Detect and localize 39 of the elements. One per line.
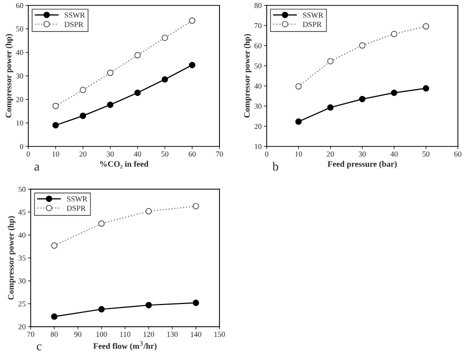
point (51, 242, 58, 249)
point (107, 70, 114, 76)
point (134, 52, 141, 58)
x-axis-title: %CO₂ in feed (100, 160, 148, 168)
point (390, 90, 398, 96)
point (162, 34, 168, 41)
y-axis-title: Compressor power (hp) (5, 34, 14, 118)
point (192, 202, 200, 210)
point (134, 90, 141, 96)
point (98, 220, 105, 227)
point (422, 23, 430, 30)
point (188, 17, 196, 24)
point (359, 96, 366, 102)
point (188, 62, 196, 68)
point (80, 112, 86, 120)
point (52, 102, 59, 110)
point (295, 118, 302, 125)
y-axis-title: Compressor power (hp) (8, 216, 16, 300)
point (327, 104, 334, 111)
point (390, 30, 398, 38)
point (98, 306, 105, 312)
y-axis-title: Compressor power (hp) (244, 34, 252, 118)
point (192, 300, 200, 306)
text: a (34, 164, 40, 171)
point (422, 85, 430, 92)
x-axis-title: Feed pressure (bar) (328, 160, 397, 168)
point (327, 58, 334, 64)
point (295, 83, 302, 90)
point (145, 208, 152, 214)
point (51, 313, 58, 320)
text: b (272, 162, 278, 171)
point (145, 302, 152, 308)
point (80, 86, 86, 94)
point (107, 102, 114, 108)
point (162, 76, 168, 83)
point (359, 42, 366, 49)
point (52, 122, 59, 128)
text: c (36, 344, 42, 350)
x-axis-title: Feed flow (m$^{3}$/hr) (93, 341, 157, 351)
